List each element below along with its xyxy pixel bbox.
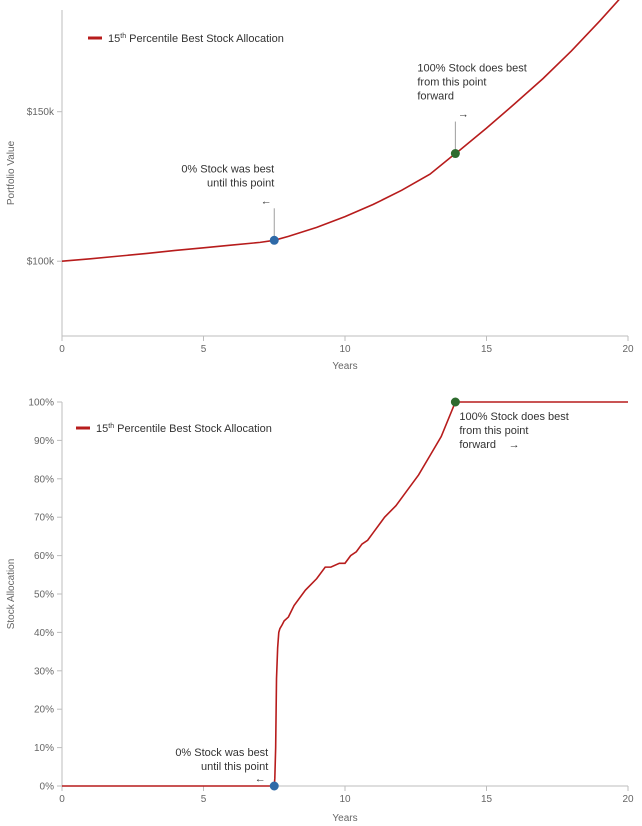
y-tick-label: 10% <box>34 743 54 754</box>
y-tick-label: 80% <box>34 474 54 485</box>
annotation-text: forward <box>459 439 496 451</box>
arrow-right-icon: → <box>458 109 469 121</box>
legend-label: 15th Percentile Best Stock Allocation <box>108 33 284 45</box>
series-line-1 <box>61 0 620 263</box>
y-tick-label: 50% <box>34 590 54 601</box>
legend-label-superscript: th <box>108 423 114 430</box>
x-tick-label: 20 <box>622 794 634 805</box>
x-tick-label: 0 <box>59 344 65 355</box>
legend-label-prefix: 15 <box>96 423 108 435</box>
marker-zero-stock-point <box>269 781 279 791</box>
y-tick-label: 0% <box>40 782 55 793</box>
x-tick-label: 5 <box>201 344 207 355</box>
x-tick-label: 15 <box>481 344 493 355</box>
x-axis-title: Years <box>332 361 357 372</box>
x-tick-label: 10 <box>339 794 351 805</box>
annotation-text: 0% Stock was best <box>175 747 268 759</box>
annotation-text: 100% Stock does best <box>459 411 568 423</box>
y-axis-title: Portfolio Value <box>6 140 17 205</box>
annotation-text: 100% Stock does best <box>417 63 526 75</box>
legend-label-suffix: Percentile Best Stock Allocation <box>114 423 272 435</box>
legend-label: 15th Percentile Best Stock Allocation <box>96 423 272 435</box>
y-tick-label: 100% <box>28 398 54 409</box>
chart-1: 0 5 10 15 20 $100k $150k Years Portfolio Value 0%… <box>6 0 634 372</box>
annotation-text: until this point <box>207 177 274 189</box>
y-tick-label: 90% <box>34 436 54 447</box>
legend-label-prefix: 15 <box>108 33 120 45</box>
legend-label-superscript: th <box>120 33 126 40</box>
arrow-right-icon: → <box>509 439 520 451</box>
annotation-text: from this point <box>417 77 486 89</box>
annotation-text: from this point <box>459 425 528 437</box>
y-tick-label: 60% <box>34 551 54 562</box>
marker-full-stock-point <box>450 149 460 159</box>
x-tick-label: 20 <box>622 344 634 355</box>
arrow-left-icon: ← <box>255 773 266 785</box>
y-axis-title: Stock Allocation <box>6 559 17 630</box>
x-tick-label: 10 <box>339 344 351 355</box>
y-tick-label: 70% <box>34 513 54 524</box>
annotation-text: until this point <box>201 761 268 773</box>
legend-label-suffix: Percentile Best Stock Allocation <box>126 33 284 45</box>
series-line-1 <box>62 401 628 787</box>
marker-zero-stock-point <box>269 235 279 245</box>
arrow-left-icon: ← <box>261 195 272 207</box>
y-tick-label: 30% <box>34 666 54 677</box>
annotation-text: 0% Stock was best <box>181 163 274 175</box>
y-tick-label: $100k <box>27 257 55 268</box>
x-axis-title: Years <box>332 813 357 824</box>
chart-2: 0 5 10 15 20 0% 10% 20% 30% 40% 50% 60% 70% 80% 90% 100… <box>6 397 634 824</box>
x-tick-label: 15 <box>481 794 493 805</box>
y-tick-label: $150k <box>27 107 55 118</box>
annotation-text: forward <box>417 91 454 103</box>
marker-full-stock-point <box>450 397 460 407</box>
y-tick-label: 20% <box>34 705 54 716</box>
y-tick-label: 40% <box>34 628 54 639</box>
x-tick-label: 5 <box>201 794 207 805</box>
x-tick-label: 0 <box>59 794 65 805</box>
